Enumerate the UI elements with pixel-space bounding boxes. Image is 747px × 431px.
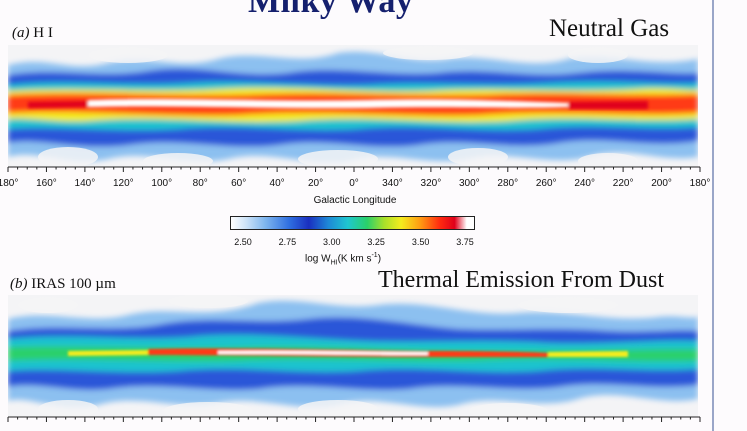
- colorbar-title-sub: HI: [330, 259, 338, 267]
- colorbar-tick-label: 2.75: [278, 237, 297, 247]
- axis-tick-label: 20°: [307, 178, 324, 189]
- axis-tick-label: 340°: [382, 178, 403, 189]
- panel-b-tag: (b) IRAS 100 µm: [10, 276, 116, 293]
- panel-b-tag-text: IRAS 100 µm: [31, 276, 116, 292]
- colorbar: [230, 216, 475, 230]
- axis-tick-label: 180°: [689, 178, 711, 189]
- colorbar-title-units: (K km s: [337, 253, 372, 265]
- axis-tick-label: 80°: [192, 178, 208, 189]
- colorbar-tick-label: 3.75: [456, 237, 474, 247]
- colorbar-title: log WHI(K km s-1): [305, 252, 381, 266]
- colorbar-title-main: log W: [305, 253, 331, 265]
- colorbar-title-sup: -1: [371, 252, 378, 259]
- panel-a-title: Neutral Gas: [549, 15, 670, 42]
- panel-a-axis-title: Galactic Longitude: [313, 195, 397, 206]
- slide-title: Milky Way: [248, 0, 414, 20]
- axis-tick-label: 0°: [349, 178, 359, 189]
- colorbar-tick-label: 3.50: [411, 237, 430, 247]
- colorbar-tick-label: 3.25: [367, 237, 385, 247]
- axis-tick-label: 320°: [420, 178, 442, 189]
- axis-tick-label: 280°: [497, 178, 519, 189]
- hi-sky-map: [8, 45, 698, 167]
- axis-tick-label: 40°: [269, 178, 285, 189]
- colorbar-tick-label: 2.50: [234, 237, 252, 247]
- axis-tick-label: 220°: [612, 178, 634, 189]
- slide-right-border: [712, 0, 714, 431]
- axis-tick-label: 160°: [36, 178, 57, 189]
- axis-tick-label: 60°: [231, 178, 247, 189]
- panel-a-tag: (a) H I: [12, 25, 53, 42]
- panel-a-tag-text: H I: [33, 25, 53, 41]
- axis-tick-label: 140°: [74, 178, 96, 189]
- panel-b-title: Thermal Emission From Dust: [378, 267, 664, 293]
- colorbar-tick-label: 3.00: [323, 237, 341, 247]
- axis-tick-label: 240°: [574, 178, 595, 189]
- iras-dust-map: [8, 295, 698, 417]
- panel-a-tag-prefix: (a): [12, 25, 30, 41]
- axis-tick-label: 100°: [151, 178, 173, 189]
- axis-tick-label: 120°: [112, 178, 134, 189]
- axis-tick-label: 180°: [0, 178, 19, 189]
- colorbar-title-close: ): [377, 253, 382, 265]
- panel-a-axis-ticks: [7, 166, 701, 172]
- panel-b-tag-prefix: (b): [10, 276, 28, 292]
- axis-tick-label: 260°: [535, 178, 557, 189]
- axis-tick-label: 300°: [458, 178, 480, 189]
- axis-tick-label: 200°: [651, 178, 672, 189]
- panel-b-axis-ticks: [7, 416, 701, 422]
